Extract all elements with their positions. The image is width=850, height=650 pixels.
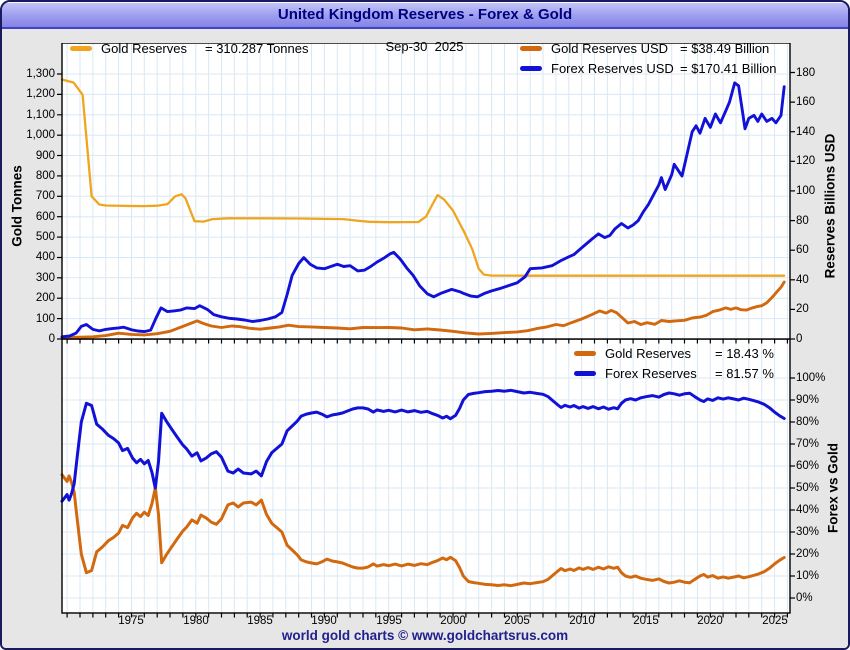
axis-tick-label: 20: [796, 303, 809, 315]
axis-tick-label: 120: [796, 155, 816, 167]
axis-tick-label: 1990: [311, 615, 337, 627]
axis-tick-label: 900: [35, 150, 55, 162]
axis-tick-label: 1,300: [26, 68, 55, 80]
axis-tick-label: 2015: [633, 615, 659, 627]
axis-tick-label: 1975: [118, 615, 144, 627]
legend-forex-percent: Forex Reserves = 81.57 %: [574, 364, 774, 382]
top-chart: [57, 43, 795, 344]
legend-gold-usd: Gold Reserves USD = $38.49 Billion: [520, 39, 769, 57]
axis-tick-label: 0: [796, 333, 803, 345]
forex-pct-line-swatch: [574, 370, 596, 376]
axis-tick-label: 2010: [569, 615, 595, 627]
legend-value: = $170.41 Billion: [680, 60, 777, 76]
legend-forex-usd: Forex Reserves USD = $170.41 Billion: [520, 59, 777, 77]
chart-date: Sep-30 2025: [385, 39, 464, 54]
axis-tick-label: 200: [35, 292, 55, 304]
axis-ticks: [57, 71, 795, 344]
axis-tick-label: 1995: [376, 615, 402, 627]
axis-tick-label: 700: [35, 190, 55, 202]
series-forex-reserves-: [60, 388, 786, 503]
plot-frame: [61, 339, 791, 614]
axis-tick-label: 0%: [796, 592, 813, 604]
axis-tick-label: 1980: [183, 615, 209, 627]
axis-tick-label: 400: [35, 251, 55, 263]
axis-tick-label: 100%: [796, 372, 826, 384]
bottom-chart: [60, 339, 795, 618]
title-bar: United Kingdom Reserves - Forex & Gold: [2, 2, 848, 29]
axis-tick-label: 80%: [796, 416, 820, 428]
legend-label: Gold Reserves: [101, 40, 187, 56]
legend-gold-tonnes: Gold Reserves = 310.287 Tonnes: [70, 39, 309, 57]
axis-tick-label: 80: [796, 215, 809, 227]
legend-label: Gold Reserves USD: [551, 40, 669, 56]
series-gold-reserves-: [60, 473, 786, 588]
legend-value: = 310.287 Tonnes: [205, 40, 309, 56]
series-forex-reserves-usd: [60, 81, 786, 339]
axis-tick-label: 2000: [440, 615, 466, 627]
forex-usd-line-swatch: [520, 65, 542, 71]
legend-gold-percent: Gold Reserves = 18.43 %: [574, 344, 774, 362]
axis-tick-label: 2005: [504, 615, 530, 627]
legend-label: Forex Reserves USD: [551, 60, 674, 76]
axis-tick-label: 600: [35, 211, 55, 223]
axis-tick-label: 2020: [697, 615, 723, 627]
chart-area: Gold Reserves = 310.287 Tonnes Sep-30 20…: [2, 29, 848, 648]
axis-tick-label: 10%: [796, 570, 820, 582]
axis-tick-label: 2025: [762, 615, 788, 627]
footer-credit: world gold charts © www.goldchartsrus.co…: [281, 628, 569, 643]
legend-value: = $38.49 Billion: [680, 40, 770, 56]
axis-tick-label: 0: [48, 333, 55, 345]
legend-value: = 81.57 %: [715, 365, 774, 381]
axis-tick-label: 60: [796, 244, 809, 256]
vertical-gridlines: [66, 339, 788, 613]
plot-frame: [61, 43, 791, 340]
series-gold-reserves-tonnes-: [60, 78, 786, 277]
axis-tick-label: 30%: [796, 526, 820, 538]
axis-tick-label: 160: [796, 96, 816, 108]
vertical-gridlines: [66, 43, 788, 339]
legend-label: Forex Reserves: [605, 365, 697, 381]
axis-tick-label: 1985: [247, 615, 273, 627]
axis-tick-label: 1,000: [26, 129, 55, 141]
axis-tick-label: 90%: [796, 394, 820, 406]
axis-tick-label: 50%: [796, 482, 820, 494]
axis-tick-label: 100: [35, 313, 55, 325]
horizontal-gridlines: [62, 377, 790, 599]
series-gold-reserves-usd: [60, 280, 786, 339]
gold-pct-line-swatch: [574, 350, 596, 356]
gold-line-swatch: [70, 45, 92, 51]
legend-label: Gold Reserves: [605, 345, 691, 361]
axis-tick-label: 40: [796, 274, 809, 286]
gold-usd-line-swatch: [520, 45, 542, 51]
axis-tick-label: 40%: [796, 504, 820, 516]
legend-value: = 18.43 %: [715, 345, 774, 361]
axis-tick-label: 100: [796, 185, 816, 197]
axis-tick-label: 20%: [796, 548, 820, 560]
plot-background: [62, 43, 790, 339]
axis-tick-label: 800: [35, 170, 55, 182]
axis-tick-label: 1,200: [26, 88, 55, 100]
page-title: United Kingdom Reserves - Forex & Gold: [277, 6, 573, 23]
axis-tick-label: 500: [35, 231, 55, 243]
axis-ticks: [66, 377, 795, 618]
axis-tick-label: 70%: [796, 438, 820, 450]
axis-tick-label: 140: [796, 126, 816, 138]
axis-tick-label: 300: [35, 272, 55, 284]
axis-tick-label: 180: [796, 67, 816, 79]
axis-tick-label: 60%: [796, 460, 820, 472]
axis-tick-label: 1,100: [26, 109, 55, 121]
